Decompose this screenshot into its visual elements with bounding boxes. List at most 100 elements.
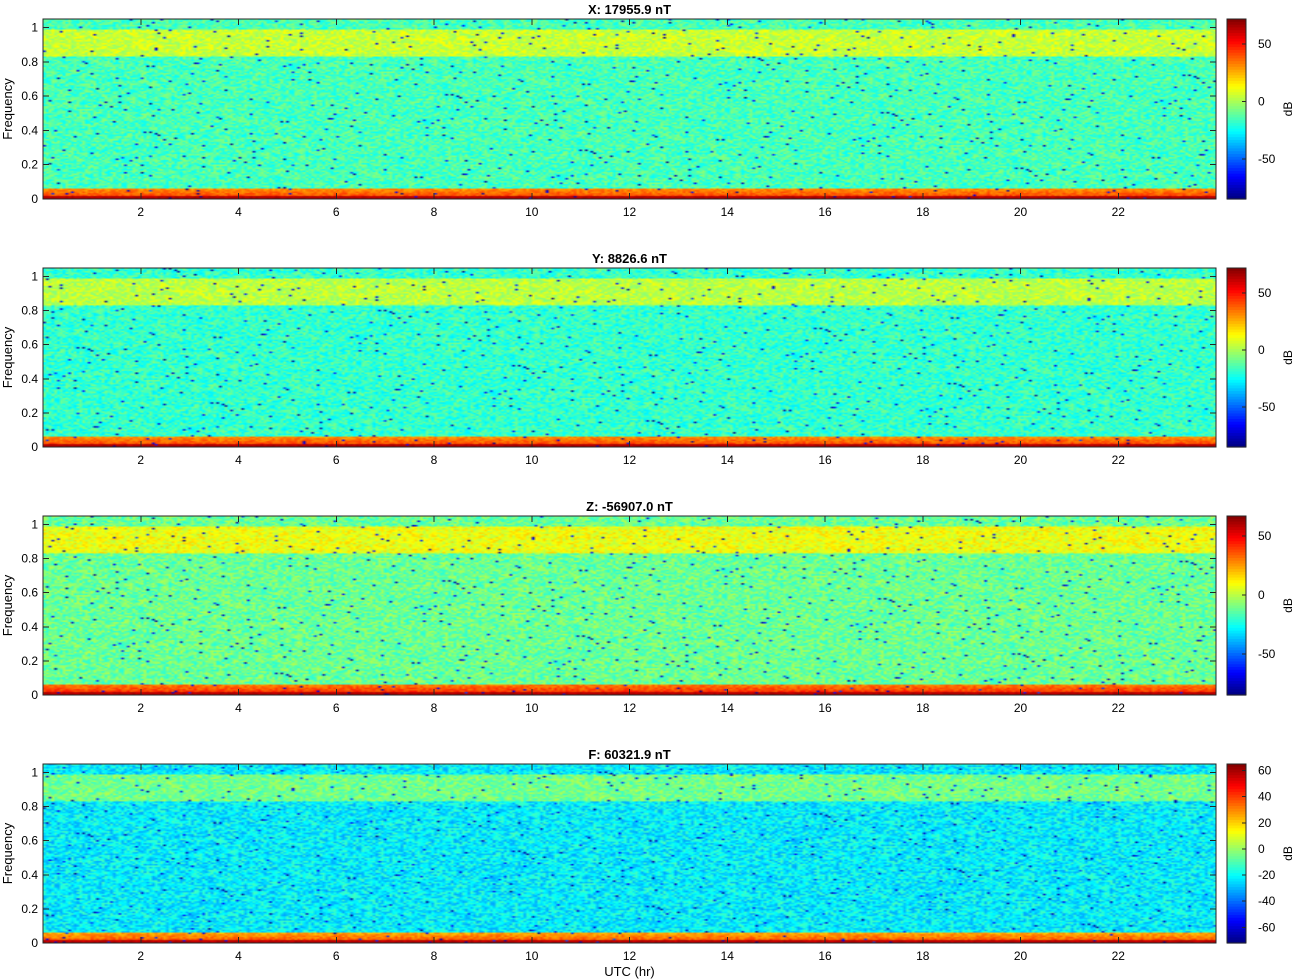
colorbar-swatch bbox=[1227, 379, 1246, 384]
colorbar-swatch bbox=[1227, 284, 1246, 289]
colorbar-swatch bbox=[1227, 295, 1246, 300]
panel-title: X: 17955.9 nT bbox=[588, 2, 671, 17]
colorbar-swatch bbox=[1227, 594, 1246, 598]
colorbar-swatch bbox=[1227, 675, 1246, 679]
colorbar-swatch bbox=[1227, 678, 1246, 682]
colorbar-swatch bbox=[1227, 315, 1246, 319]
colorbar-box bbox=[1226, 515, 1247, 696]
colorbar-swatch bbox=[1227, 346, 1246, 350]
colorbar-swatch bbox=[1227, 658, 1246, 663]
colorbar-swatch bbox=[1227, 630, 1246, 635]
colorbar-swatch bbox=[1227, 825, 1246, 829]
colorbar-swatch bbox=[1227, 599, 1246, 604]
colorbar-swatch bbox=[1227, 351, 1246, 356]
colorbar-swatch bbox=[1227, 655, 1246, 660]
colorbar-swatch bbox=[1227, 639, 1246, 643]
colorbar-swatch bbox=[1227, 794, 1246, 799]
colorbar-swatch bbox=[1227, 538, 1246, 542]
y-axis-label: Frequency bbox=[0, 822, 15, 884]
x-tick-label: 12 bbox=[623, 949, 637, 963]
colorbar-swatch bbox=[1227, 859, 1246, 863]
colorbar-swatch bbox=[1227, 853, 1246, 857]
colorbar-swatch bbox=[1227, 309, 1246, 314]
colorbar-swatch bbox=[1227, 360, 1246, 364]
x-tick-label: 10 bbox=[525, 453, 539, 467]
colorbar-swatch bbox=[1227, 686, 1246, 691]
colorbar-swatch bbox=[1227, 179, 1246, 183]
colorbar-label: dB bbox=[1281, 102, 1295, 117]
colorbar-swatch bbox=[1227, 44, 1246, 48]
colorbar-swatch bbox=[1227, 861, 1246, 866]
y-axis-label: Frequency bbox=[0, 574, 15, 636]
x-tick-label: 8 bbox=[431, 701, 438, 715]
colorbar-tick-label: 50 bbox=[1258, 529, 1272, 543]
colorbar-swatch bbox=[1227, 912, 1246, 916]
colorbar-swatch bbox=[1227, 797, 1246, 801]
colorbar-swatch bbox=[1227, 55, 1246, 59]
colorbar-swatch bbox=[1227, 287, 1246, 291]
colorbar-swatch bbox=[1227, 114, 1246, 119]
colorbar-tick-label: -50 bbox=[1258, 400, 1276, 414]
colorbar-swatch bbox=[1227, 878, 1246, 883]
colorbar-swatch bbox=[1227, 365, 1246, 370]
colorbar-swatch bbox=[1227, 650, 1246, 654]
colorbar-swatch bbox=[1227, 909, 1246, 913]
colorbar-swatch bbox=[1227, 867, 1246, 871]
colorbar-swatch bbox=[1227, 940, 1246, 944]
colorbar-swatch bbox=[1227, 41, 1246, 45]
colorbar-swatch bbox=[1227, 633, 1246, 637]
colorbar-swatch bbox=[1227, 377, 1246, 381]
colorbar-swatch bbox=[1227, 176, 1246, 180]
colorbar-swatch bbox=[1227, 148, 1246, 152]
colorbar-swatch bbox=[1227, 543, 1246, 548]
colorbar-swatch bbox=[1227, 541, 1246, 545]
colorbar-swatch bbox=[1227, 413, 1246, 417]
colorbar-swatch bbox=[1227, 89, 1246, 93]
colorbar-swatch bbox=[1227, 895, 1246, 899]
colorbar-swatch bbox=[1227, 139, 1246, 144]
colorbar-swatch bbox=[1227, 926, 1246, 930]
colorbar-swatch bbox=[1227, 535, 1246, 539]
x-tick-label: 4 bbox=[235, 205, 242, 219]
x-tick-label: 12 bbox=[623, 701, 637, 715]
panel-title: Y: 8826.6 nT bbox=[592, 251, 667, 266]
x-tick-label: 10 bbox=[525, 701, 539, 715]
colorbar-swatch bbox=[1227, 529, 1246, 534]
y-tick-label: 0.2 bbox=[21, 654, 38, 668]
colorbar-swatch bbox=[1227, 430, 1246, 434]
colorbar-swatch bbox=[1227, 831, 1246, 835]
colorbar-swatch bbox=[1227, 571, 1246, 576]
colorbar-swatch bbox=[1227, 819, 1246, 824]
spectrogram-image bbox=[43, 19, 1216, 199]
colorbar-swatch bbox=[1227, 399, 1246, 403]
colorbar-swatch bbox=[1227, 644, 1246, 649]
y-tick-label: 0.4 bbox=[21, 868, 38, 882]
colorbar-swatch bbox=[1227, 574, 1246, 579]
colorbar-swatch bbox=[1227, 521, 1246, 525]
colorbar-swatch bbox=[1227, 276, 1246, 280]
panel-3: Z: -56907.0 nT2 4 6 8 10 12 14 16 18 20 2200.20.40… bbox=[0, 499, 1295, 715]
colorbar-swatch bbox=[1227, 625, 1246, 629]
colorbar-swatch bbox=[1227, 357, 1246, 361]
colorbar-swatch bbox=[1227, 168, 1246, 172]
y-tick-label: 0.2 bbox=[21, 902, 38, 916]
colorbar-tick-label: -50 bbox=[1258, 647, 1276, 661]
colorbar-swatch bbox=[1227, 783, 1246, 787]
x-tick-label: 16 bbox=[818, 949, 832, 963]
colorbar-swatch bbox=[1227, 184, 1246, 189]
colorbar-swatch bbox=[1227, 608, 1246, 612]
colorbar-swatch bbox=[1227, 52, 1246, 57]
x-tick-label: 16 bbox=[818, 205, 832, 219]
y-tick-label: 0 bbox=[31, 192, 38, 206]
colorbar: 50 0 -50 dB bbox=[1226, 18, 1295, 200]
x-tick-label: 8 bbox=[431, 949, 438, 963]
colorbar-swatch bbox=[1227, 822, 1246, 827]
colorbar-tick-label: 60 bbox=[1258, 764, 1272, 778]
colorbar: 50 0 -50 dB bbox=[1226, 267, 1295, 448]
panel-title: Z: -56907.0 nT bbox=[586, 499, 673, 514]
panel-4: F: 60321.9 nT2 4 6 8 10 12 14 16 18 20 2200.20.40.… bbox=[0, 747, 1295, 979]
colorbar-swatch bbox=[1227, 120, 1246, 124]
colorbar-swatch bbox=[1227, 170, 1246, 175]
colorbar-swatch bbox=[1227, 134, 1246, 138]
colorbar-swatch bbox=[1227, 75, 1246, 79]
